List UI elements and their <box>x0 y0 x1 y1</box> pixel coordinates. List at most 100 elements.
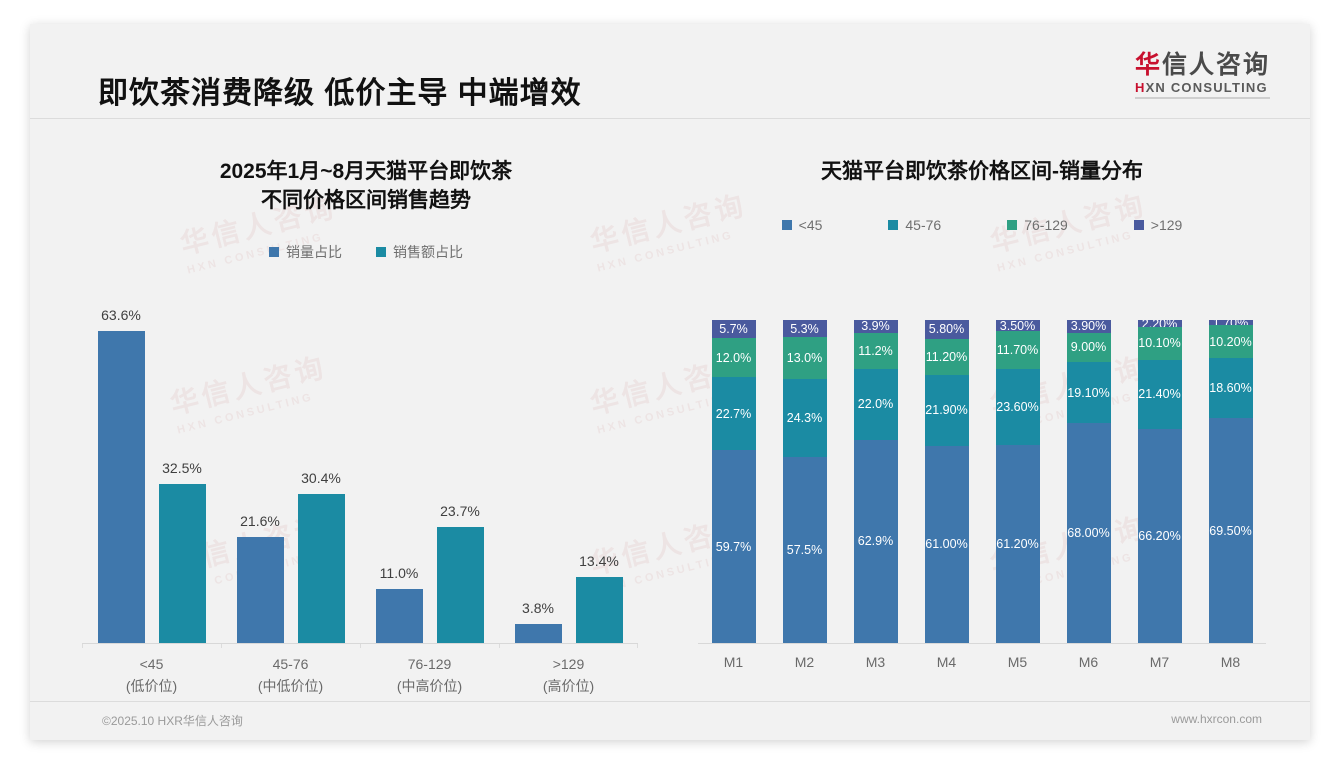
x-axis-label: M4 <box>936 654 957 670</box>
stacked-bar-column: 3.50% 11.70% 23.60% 61.20% <box>982 320 1053 643</box>
legend-label: <45 <box>798 216 823 233</box>
slide-header: 即饮茶消费降级 低价主导 中端增效 华信人咨询 HXN CONSULTING <box>30 24 1310 119</box>
stack-segment-value-label: 10.20% <box>1209 334 1252 349</box>
legend-item-45-76[interactable]: 45-76 <box>888 217 941 233</box>
stack-segment-value-label: 13.0% <box>786 351 823 366</box>
stack-segment[interactable]: 18.60% <box>1208 358 1253 419</box>
stack-segment[interactable]: 61.20% <box>995 445 1040 643</box>
stack-segment-value-label: 3.9% <box>861 320 890 333</box>
legend-label: >129 <box>1150 216 1183 233</box>
x-axis-label-tier: (低价位) <box>125 677 178 694</box>
stack-segment-value-label: 11.70% <box>996 343 1039 358</box>
x-axis-label-tier: (中高价位) <box>396 677 463 694</box>
stacked-bar-column: 5.80% 11.20% 21.90% 61.00% <box>911 320 982 643</box>
bar[interactable]: 30.4% <box>297 470 345 643</box>
stack-segment[interactable]: 10.20% <box>1208 325 1253 359</box>
stack-segment[interactable]: 21.90% <box>924 374 969 446</box>
stack-segment[interactable]: 69.50% <box>1208 418 1253 643</box>
stack-segment-value-label: 66.20% <box>1138 528 1181 543</box>
stacked-bar[interactable]: 2.20% 10.10% 21.40% 66.20% <box>1137 320 1182 643</box>
stack-segment[interactable]: 62.9% <box>853 439 898 643</box>
bar-value-label: 13.4% <box>579 553 619 570</box>
stack-segment[interactable]: 23.60% <box>995 369 1040 446</box>
legend-item-销量占比[interactable]: 销量占比 <box>269 242 342 262</box>
x-axis-label: M2 <box>794 654 815 670</box>
stack-segment[interactable]: 12.0% <box>711 338 756 378</box>
stacked-bar[interactable]: 3.50% 11.70% 23.60% 61.20% <box>995 320 1040 643</box>
left-chart-bar-groups: 63.6% 32.5% 21.6% 30.4% 11.0% 23.7% 3.8% 13.4% <box>82 300 638 648</box>
stacked-bar-column: 5.7% 12.0% 22.7% 59.7% <box>698 320 769 644</box>
bar-value-label: 3.8% <box>522 600 554 617</box>
legend-label: 45-76 <box>905 216 942 233</box>
stacked-bar[interactable]: 5.80% 11.20% 21.90% 61.00% <box>924 320 969 643</box>
legend-item-76-129[interactable]: 76-129 <box>1007 217 1068 233</box>
stack-segment[interactable]: 68.00% <box>1066 423 1111 643</box>
stack-segment[interactable]: 21.40% <box>1137 359 1182 429</box>
stack-segment[interactable]: 2.20% <box>1137 320 1182 328</box>
stack-segment[interactable]: 59.7% <box>711 450 756 644</box>
stack-segment[interactable]: 5.3% <box>782 320 827 338</box>
stacked-bar-column: 1.70% 10.20% 18.60% 69.50% <box>1195 320 1266 643</box>
x-axis-label: >129 (高价位) <box>499 654 638 697</box>
bar-value-label: 30.4% <box>301 470 341 487</box>
stacked-bar[interactable]: 1.70% 10.20% 18.60% 69.50% <box>1208 320 1253 643</box>
stack-segment-value-label: 19.10% <box>1067 385 1110 400</box>
stack-segment[interactable]: 19.10% <box>1066 361 1111 424</box>
stack-segment[interactable]: 5.7% <box>711 320 756 339</box>
logo-chinese: 华信人咨询 <box>1135 52 1270 78</box>
legend-item->129[interactable]: >129 <box>1133 216 1183 233</box>
stack-segment[interactable]: 11.70% <box>995 331 1040 370</box>
stacked-bar-column: 2.20% 10.10% 21.40% 66.20% <box>1124 320 1195 643</box>
stack-segment[interactable]: 3.50% <box>995 320 1040 332</box>
stack-segment-value-label: 2.20% <box>1141 320 1178 328</box>
right-chart-axis-line <box>698 643 1266 644</box>
stack-segment[interactable]: 66.20% <box>1137 428 1182 643</box>
stack-segment-value-label: 1.70% <box>1213 320 1248 325</box>
bar[interactable]: 23.7% <box>436 503 484 643</box>
legend-label: 销售额占比 <box>393 243 463 260</box>
stack-segment[interactable]: 10.10% <box>1137 327 1182 360</box>
stack-segment[interactable]: 5.80% <box>924 320 969 339</box>
bar[interactable]: 3.8% <box>514 600 562 643</box>
bar[interactable]: 21.6% <box>236 513 284 643</box>
left-chart-title: 2025年1月~8月天猫平台即饮茶 不同价格区间销售趋势 <box>56 158 676 216</box>
stacked-bar-column: 3.90% 9.00% 19.10% 68.00% <box>1053 320 1124 643</box>
stack-segment[interactable]: 57.5% <box>782 457 827 643</box>
stack-segment[interactable]: 13.0% <box>782 337 827 380</box>
stack-segment[interactable]: 11.2% <box>853 332 898 369</box>
logo-chinese-rest: 信人咨询 <box>1161 51 1270 79</box>
x-axis-label: M7 <box>1149 654 1170 670</box>
stack-segment[interactable]: 3.90% <box>1066 320 1111 333</box>
stack-segment[interactable]: 24.3% <box>782 379 827 458</box>
stack-segment-value-label: 5.7% <box>719 322 748 337</box>
right-chart-x-axis-labels: M1 M2 M3 M4 M5 M6 M7 M8 <box>698 654 1266 670</box>
left-chart-plot: 63.6% 32.5% 21.6% 30.4% 11.0% 23.7% 3.8% 13.4% <box>82 300 638 648</box>
stack-segment[interactable]: 9.00% <box>1066 332 1111 362</box>
stack-segment[interactable]: 22.0% <box>853 368 898 440</box>
stacked-bar[interactable]: 3.9% 11.2% 22.0% 62.9% <box>853 320 898 643</box>
bar[interactable]: 32.5% <box>158 460 206 643</box>
stack-segment[interactable]: 11.20% <box>924 338 969 375</box>
legend-swatch-icon <box>888 219 899 230</box>
stack-segment-value-label: 9.00% <box>1070 340 1107 355</box>
stacked-bar[interactable]: 5.3% 13.0% 24.3% 57.5% <box>782 320 827 643</box>
stack-segment[interactable]: 61.00% <box>924 445 969 643</box>
stack-segment[interactable]: 22.7% <box>711 377 756 451</box>
bar[interactable]: 13.4% <box>575 553 623 643</box>
legend-item-销售额占比[interactable]: 销售额占比 <box>376 242 463 262</box>
bar[interactable]: 11.0% <box>375 565 423 643</box>
axis-tick <box>221 643 222 648</box>
stack-segment-value-label: 3.90% <box>1070 320 1107 333</box>
bar[interactable]: 63.6% <box>97 307 145 643</box>
stack-segment-value-label: 22.7% <box>715 406 752 421</box>
axis-tick <box>360 643 361 648</box>
stacked-bar[interactable]: 3.90% 9.00% 19.10% 68.00% <box>1066 320 1111 643</box>
x-axis-label: M6 <box>1078 654 1099 670</box>
stack-segment-value-label: 59.7% <box>715 539 752 554</box>
legend-item-<45[interactable]: <45 <box>781 216 823 233</box>
stacked-bar[interactable]: 5.7% 12.0% 22.7% 59.7% <box>711 320 756 644</box>
stack-segment[interactable]: 1.70% <box>1208 320 1253 326</box>
x-axis-label-range: 45-76 <box>272 656 309 672</box>
bar-group: 3.8% 13.4% <box>499 300 638 648</box>
stack-segment[interactable]: 3.9% <box>853 320 898 333</box>
